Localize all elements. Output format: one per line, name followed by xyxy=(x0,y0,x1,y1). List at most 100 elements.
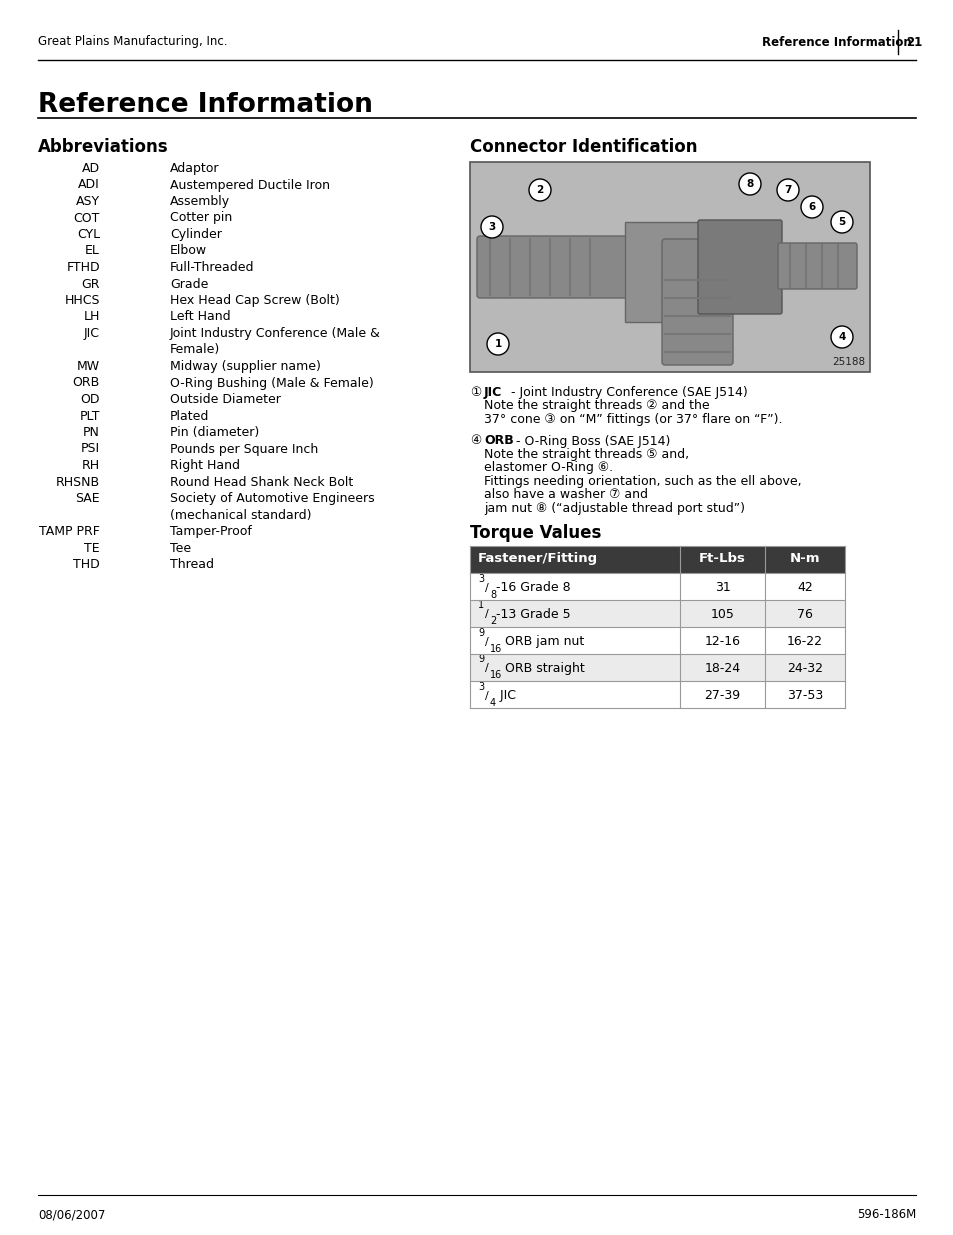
Text: ①: ① xyxy=(470,387,480,399)
Bar xyxy=(470,655,679,680)
Text: Connector Identification: Connector Identification xyxy=(470,138,697,156)
FancyBboxPatch shape xyxy=(624,222,700,322)
Text: ORB: ORB xyxy=(72,377,100,389)
Text: 37° cone ③ on “M” fittings (or 37° flare on “F”).: 37° cone ③ on “M” fittings (or 37° flare… xyxy=(483,412,781,426)
Text: - O-Ring Boss (SAE J514): - O-Ring Boss (SAE J514) xyxy=(512,435,670,447)
Text: Full-Threaded: Full-Threaded xyxy=(170,261,254,274)
Text: 27-39: 27-39 xyxy=(703,689,740,701)
Circle shape xyxy=(830,211,852,233)
Text: ORB jam nut: ORB jam nut xyxy=(500,635,583,648)
Circle shape xyxy=(830,326,852,348)
Text: FTHD: FTHD xyxy=(67,261,100,274)
Text: 1: 1 xyxy=(494,338,501,350)
Text: EL: EL xyxy=(85,245,100,258)
Bar xyxy=(764,600,844,627)
Text: 16: 16 xyxy=(490,643,501,653)
Text: Reference Information: Reference Information xyxy=(761,36,911,48)
Text: 21: 21 xyxy=(905,36,922,48)
Circle shape xyxy=(529,179,551,201)
Text: Fastener/Fitting: Fastener/Fitting xyxy=(477,552,598,564)
Text: PN: PN xyxy=(83,426,100,438)
Text: JIC: JIC xyxy=(84,327,100,340)
Text: RHSNB: RHSNB xyxy=(56,475,100,489)
Bar xyxy=(764,573,844,600)
Text: GR: GR xyxy=(81,278,100,290)
Text: Joint Industry Conference (Male &: Joint Industry Conference (Male & xyxy=(170,327,380,340)
Text: MW: MW xyxy=(77,359,100,373)
Text: Society of Automotive Engineers: Society of Automotive Engineers xyxy=(170,492,375,505)
Text: COT: COT xyxy=(73,211,100,225)
Text: Great Plains Manufacturing, Inc.: Great Plains Manufacturing, Inc. xyxy=(38,36,227,48)
Text: jam nut ⑧ (“adjustable thread port stud”): jam nut ⑧ (“adjustable thread port stud”… xyxy=(483,501,744,515)
Text: 3: 3 xyxy=(477,682,483,692)
Text: N-m: N-m xyxy=(789,552,820,564)
Text: 31: 31 xyxy=(714,580,730,594)
Text: CYL: CYL xyxy=(77,228,100,241)
Bar xyxy=(470,680,679,708)
Bar xyxy=(470,162,869,372)
Circle shape xyxy=(739,173,760,195)
Text: 8: 8 xyxy=(745,179,753,189)
Text: Female): Female) xyxy=(170,343,220,357)
Text: 3: 3 xyxy=(477,573,483,583)
Text: HHCS: HHCS xyxy=(65,294,100,308)
Text: JIC: JIC xyxy=(483,387,501,399)
Text: Hex Head Cap Screw (Bolt): Hex Head Cap Screw (Bolt) xyxy=(170,294,339,308)
Text: O-Ring Bushing (Male & Female): O-Ring Bushing (Male & Female) xyxy=(170,377,374,389)
Text: Thread: Thread xyxy=(170,558,213,571)
Text: -13 Grade 5: -13 Grade 5 xyxy=(496,608,570,621)
Bar xyxy=(470,546,679,573)
Text: - Joint Industry Conference (SAE J514): - Joint Industry Conference (SAE J514) xyxy=(506,387,747,399)
Text: Elbow: Elbow xyxy=(170,245,207,258)
Text: Right Hand: Right Hand xyxy=(170,459,240,472)
Text: -16 Grade 8: -16 Grade 8 xyxy=(496,580,570,594)
Text: 2: 2 xyxy=(490,616,496,626)
Text: ADI: ADI xyxy=(78,179,100,191)
Text: OD: OD xyxy=(80,393,100,406)
Text: /: / xyxy=(484,583,488,593)
Text: RH: RH xyxy=(82,459,100,472)
Bar xyxy=(470,627,679,655)
Text: 7: 7 xyxy=(783,185,791,195)
Text: Austempered Ductile Iron: Austempered Ductile Iron xyxy=(170,179,330,191)
Text: Round Head Shank Neck Bolt: Round Head Shank Neck Bolt xyxy=(170,475,353,489)
Text: Note the straight threads ② and the: Note the straight threads ② and the xyxy=(483,399,709,412)
Text: Tamper-Proof: Tamper-Proof xyxy=(170,525,252,538)
Text: JIC: JIC xyxy=(496,689,516,701)
Text: also have a washer ⑦ and: also have a washer ⑦ and xyxy=(483,489,647,501)
Bar xyxy=(679,627,764,655)
Text: 3: 3 xyxy=(488,222,496,232)
Text: 8: 8 xyxy=(490,589,496,599)
Text: 18-24: 18-24 xyxy=(703,662,740,676)
Text: Grade: Grade xyxy=(170,278,208,290)
Bar xyxy=(679,600,764,627)
FancyBboxPatch shape xyxy=(476,236,642,298)
Text: 9: 9 xyxy=(477,627,483,637)
Text: Ft-Lbs: Ft-Lbs xyxy=(699,552,745,564)
Text: (mechanical standard): (mechanical standard) xyxy=(170,509,312,521)
Bar xyxy=(679,680,764,708)
Text: 4: 4 xyxy=(838,332,844,342)
Text: 596-186M: 596-186M xyxy=(856,1209,915,1221)
Bar xyxy=(679,573,764,600)
Text: 4: 4 xyxy=(490,698,496,708)
Text: Reference Information: Reference Information xyxy=(38,91,373,119)
Circle shape xyxy=(776,179,799,201)
Text: ORB straight: ORB straight xyxy=(500,662,584,676)
Text: 25188: 25188 xyxy=(831,357,864,367)
Text: TAMP PRF: TAMP PRF xyxy=(39,525,100,538)
Text: 9: 9 xyxy=(477,655,483,664)
Text: Cylinder: Cylinder xyxy=(170,228,222,241)
Circle shape xyxy=(480,216,502,238)
Bar xyxy=(764,680,844,708)
Text: Fittings needing orientation, such as the ell above,: Fittings needing orientation, such as th… xyxy=(483,475,801,488)
Text: ④: ④ xyxy=(470,435,480,447)
Bar xyxy=(679,655,764,680)
Text: 37-53: 37-53 xyxy=(786,689,822,701)
Text: Torque Values: Torque Values xyxy=(470,524,600,542)
Text: AD: AD xyxy=(82,162,100,175)
Bar xyxy=(764,627,844,655)
Text: THD: THD xyxy=(73,558,100,571)
Text: 42: 42 xyxy=(797,580,812,594)
Text: /: / xyxy=(484,663,488,673)
